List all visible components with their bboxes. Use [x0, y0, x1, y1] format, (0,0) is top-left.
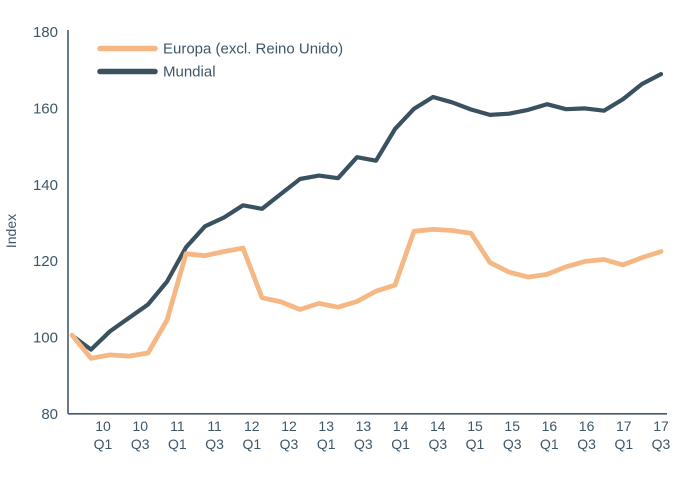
x-tick-year-13-Q1: 13 — [318, 418, 334, 434]
x-tick-year-15-Q1: 15 — [467, 418, 483, 434]
legend-label-europa: Europa (excl. Reino Unido) — [163, 41, 343, 58]
x-tick-year-12-Q3: 12 — [281, 418, 297, 434]
x-tick-quarter-13-Q1: Q1 — [317, 436, 336, 452]
x-tick-year-10-Q3: 10 — [132, 418, 148, 434]
x-tick-quarter-10-Q3: Q3 — [131, 436, 150, 452]
x-tick-year-13-Q3: 13 — [356, 418, 372, 434]
y-tick-label-120: 120 — [33, 253, 58, 270]
y-tick-label-140: 140 — [33, 177, 58, 194]
x-tick-year-14-Q1: 14 — [393, 418, 409, 434]
y-axis-title: Index — [3, 214, 19, 248]
x-tick-quarter-12-Q1: Q1 — [242, 436, 261, 452]
x-tick-quarter-11-Q3: Q3 — [205, 436, 224, 452]
x-tick-year-11-Q3: 11 — [207, 418, 222, 434]
y-tick-label-160: 160 — [33, 101, 58, 118]
y-tick-label-80: 80 — [41, 406, 58, 423]
x-tick-year-16-Q1: 16 — [542, 418, 558, 434]
series-mundial-line — [69, 71, 664, 352]
x-tick-year-14-Q3: 14 — [430, 418, 446, 434]
x-tick-year-12-Q1: 12 — [244, 418, 260, 434]
x-tick-year-10-Q1: 10 — [95, 418, 111, 434]
x-tick-year-17-Q1: 17 — [616, 418, 632, 434]
series-europa-line — [69, 226, 664, 361]
y-tick-label-100: 100 — [33, 329, 58, 346]
x-tick-quarter-17-Q1: Q1 — [614, 436, 633, 452]
legend: Europa (excl. Reino Unido) Mundial — [97, 41, 343, 81]
x-axis: 10 Q1 10 Q3 11 Q1 11 Q3 12 Q1 12 Q3 13 Q1 13 Q3 14 Q1 14 Q3… — [68, 412, 671, 452]
x-tick-quarter-14-Q3: Q3 — [428, 436, 447, 452]
x-tick-labels: 10 Q1 10 Q3 11 Q1 11 Q3 12 Q1 12 Q3 13 Q1 13 Q3 14 Q1 14 Q3… — [94, 418, 671, 452]
x-tick-quarter-16-Q1: Q1 — [540, 436, 559, 452]
x-tick-quarter-10-Q1: Q1 — [94, 436, 113, 452]
legend-label-mundial: Mundial — [163, 64, 216, 81]
x-tick-quarter-17-Q3: Q3 — [652, 436, 671, 452]
series-lines — [69, 71, 664, 361]
x-tick-quarter-14-Q1: Q1 — [391, 436, 410, 452]
y-axis: 180 160 140 120 100 80 Index — [3, 24, 69, 423]
x-tick-quarter-13-Q3: Q3 — [354, 436, 373, 452]
y-tick-labels: 180 160 140 120 100 80 — [33, 24, 58, 423]
x-tick-year-15-Q3: 15 — [504, 418, 520, 434]
x-tick-quarter-11-Q1: Q1 — [168, 436, 187, 452]
x-tick-year-17-Q3: 17 — [653, 418, 669, 434]
y-tick-label-180: 180 — [33, 24, 58, 41]
x-tick-year-16-Q3: 16 — [579, 418, 595, 434]
x-tick-year-11-Q1: 11 — [170, 418, 185, 434]
x-tick-quarter-16-Q3: Q3 — [577, 436, 596, 452]
x-tick-quarter-15-Q3: Q3 — [503, 436, 522, 452]
x-tick-quarter-15-Q1: Q1 — [466, 436, 485, 452]
x-tick-quarter-12-Q3: Q3 — [280, 436, 299, 452]
